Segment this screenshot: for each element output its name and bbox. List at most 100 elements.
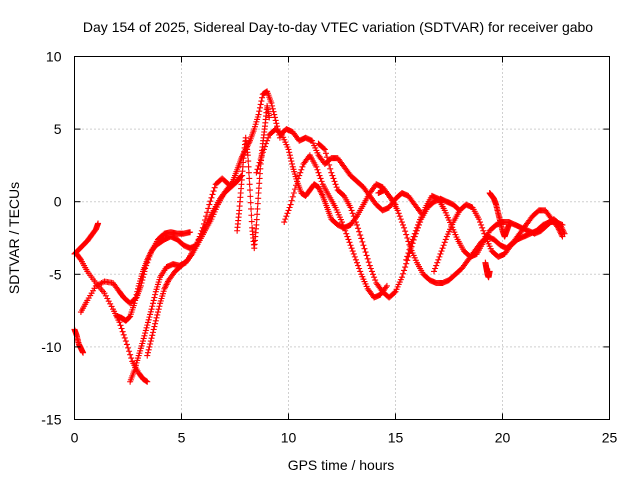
data-point xyxy=(437,250,444,257)
data-point xyxy=(360,242,367,249)
data-point xyxy=(134,285,141,292)
data-point xyxy=(132,297,139,304)
data-point xyxy=(245,158,252,165)
data-point xyxy=(347,242,354,249)
data-point xyxy=(211,184,218,191)
data-point xyxy=(286,152,293,159)
data-point xyxy=(329,172,336,179)
data-point xyxy=(315,169,322,176)
data-point xyxy=(344,233,351,240)
series-arc-8 xyxy=(234,102,273,252)
x-tick-label: 20 xyxy=(495,430,511,446)
data-point xyxy=(477,219,484,226)
series-arc-12 xyxy=(315,140,463,301)
data-point xyxy=(149,300,156,307)
data-point xyxy=(269,105,276,112)
data-point xyxy=(297,169,304,176)
data-point xyxy=(561,230,568,237)
data-point xyxy=(349,210,356,217)
data-point xyxy=(248,205,255,212)
data-point xyxy=(102,292,109,299)
data-point xyxy=(288,158,295,165)
data-point xyxy=(246,187,253,194)
data-point xyxy=(259,149,266,156)
data-point xyxy=(401,224,408,231)
data-point xyxy=(154,311,161,318)
data-point xyxy=(247,193,254,200)
data-point xyxy=(358,235,365,242)
data-point xyxy=(245,163,252,170)
data-point xyxy=(271,114,278,121)
data-point xyxy=(285,146,292,153)
data-point xyxy=(505,221,512,228)
data-point xyxy=(257,101,264,108)
data-point xyxy=(322,150,329,157)
data-point xyxy=(256,159,263,166)
data-point xyxy=(152,320,159,327)
data-point xyxy=(253,216,260,223)
data-point xyxy=(145,346,152,353)
data-point xyxy=(343,230,350,237)
grid xyxy=(74,56,610,420)
data-point xyxy=(364,255,371,262)
data-point xyxy=(290,189,297,196)
data-point xyxy=(132,294,139,301)
data-point xyxy=(117,322,124,329)
data-point xyxy=(289,193,296,200)
data-point xyxy=(324,154,331,161)
data-point xyxy=(398,274,405,281)
series-arc-11 xyxy=(281,152,390,301)
data-point xyxy=(127,351,134,358)
data-point xyxy=(255,195,262,202)
data-point xyxy=(348,245,355,252)
data-point xyxy=(366,262,373,269)
data-point xyxy=(268,99,275,106)
data-point xyxy=(351,253,358,260)
data-point xyxy=(353,221,360,228)
data-point xyxy=(156,303,163,310)
data-point xyxy=(260,146,267,153)
data-point xyxy=(119,328,126,335)
data-point xyxy=(258,152,265,159)
data-point xyxy=(187,229,194,236)
data-point xyxy=(105,298,112,305)
data-point xyxy=(331,178,338,185)
data-point xyxy=(330,175,337,182)
data-point xyxy=(347,204,354,211)
data-point xyxy=(120,331,127,338)
data-point xyxy=(316,172,323,179)
y-tick-label: -15 xyxy=(41,412,61,428)
data-point xyxy=(339,219,345,226)
data-point xyxy=(320,145,327,152)
data-point xyxy=(142,327,149,334)
data-point xyxy=(348,207,355,214)
data-point xyxy=(149,332,156,339)
data-point xyxy=(246,181,253,188)
data-point xyxy=(151,323,158,330)
data-point xyxy=(407,243,414,250)
data-point xyxy=(432,265,439,272)
data-point xyxy=(282,216,289,223)
data-point xyxy=(404,235,411,241)
data-point xyxy=(272,117,279,124)
data-point xyxy=(286,149,293,156)
series-arc-15 xyxy=(431,201,566,275)
data-point xyxy=(131,300,138,307)
data-point xyxy=(284,210,291,217)
data-point xyxy=(368,268,375,275)
data-point xyxy=(101,290,108,297)
data-point xyxy=(411,230,418,237)
data-point xyxy=(248,218,255,225)
data-point xyxy=(367,265,374,272)
data-point xyxy=(146,343,153,350)
data-point xyxy=(326,161,333,168)
data-point xyxy=(144,378,151,385)
data-point xyxy=(149,303,156,310)
data-point xyxy=(363,252,370,259)
data-point xyxy=(271,111,278,118)
data-point xyxy=(150,326,157,333)
data-point xyxy=(317,175,324,182)
x-tick-label: 0 xyxy=(71,430,79,446)
data-point xyxy=(146,314,153,321)
data-point xyxy=(147,338,154,345)
